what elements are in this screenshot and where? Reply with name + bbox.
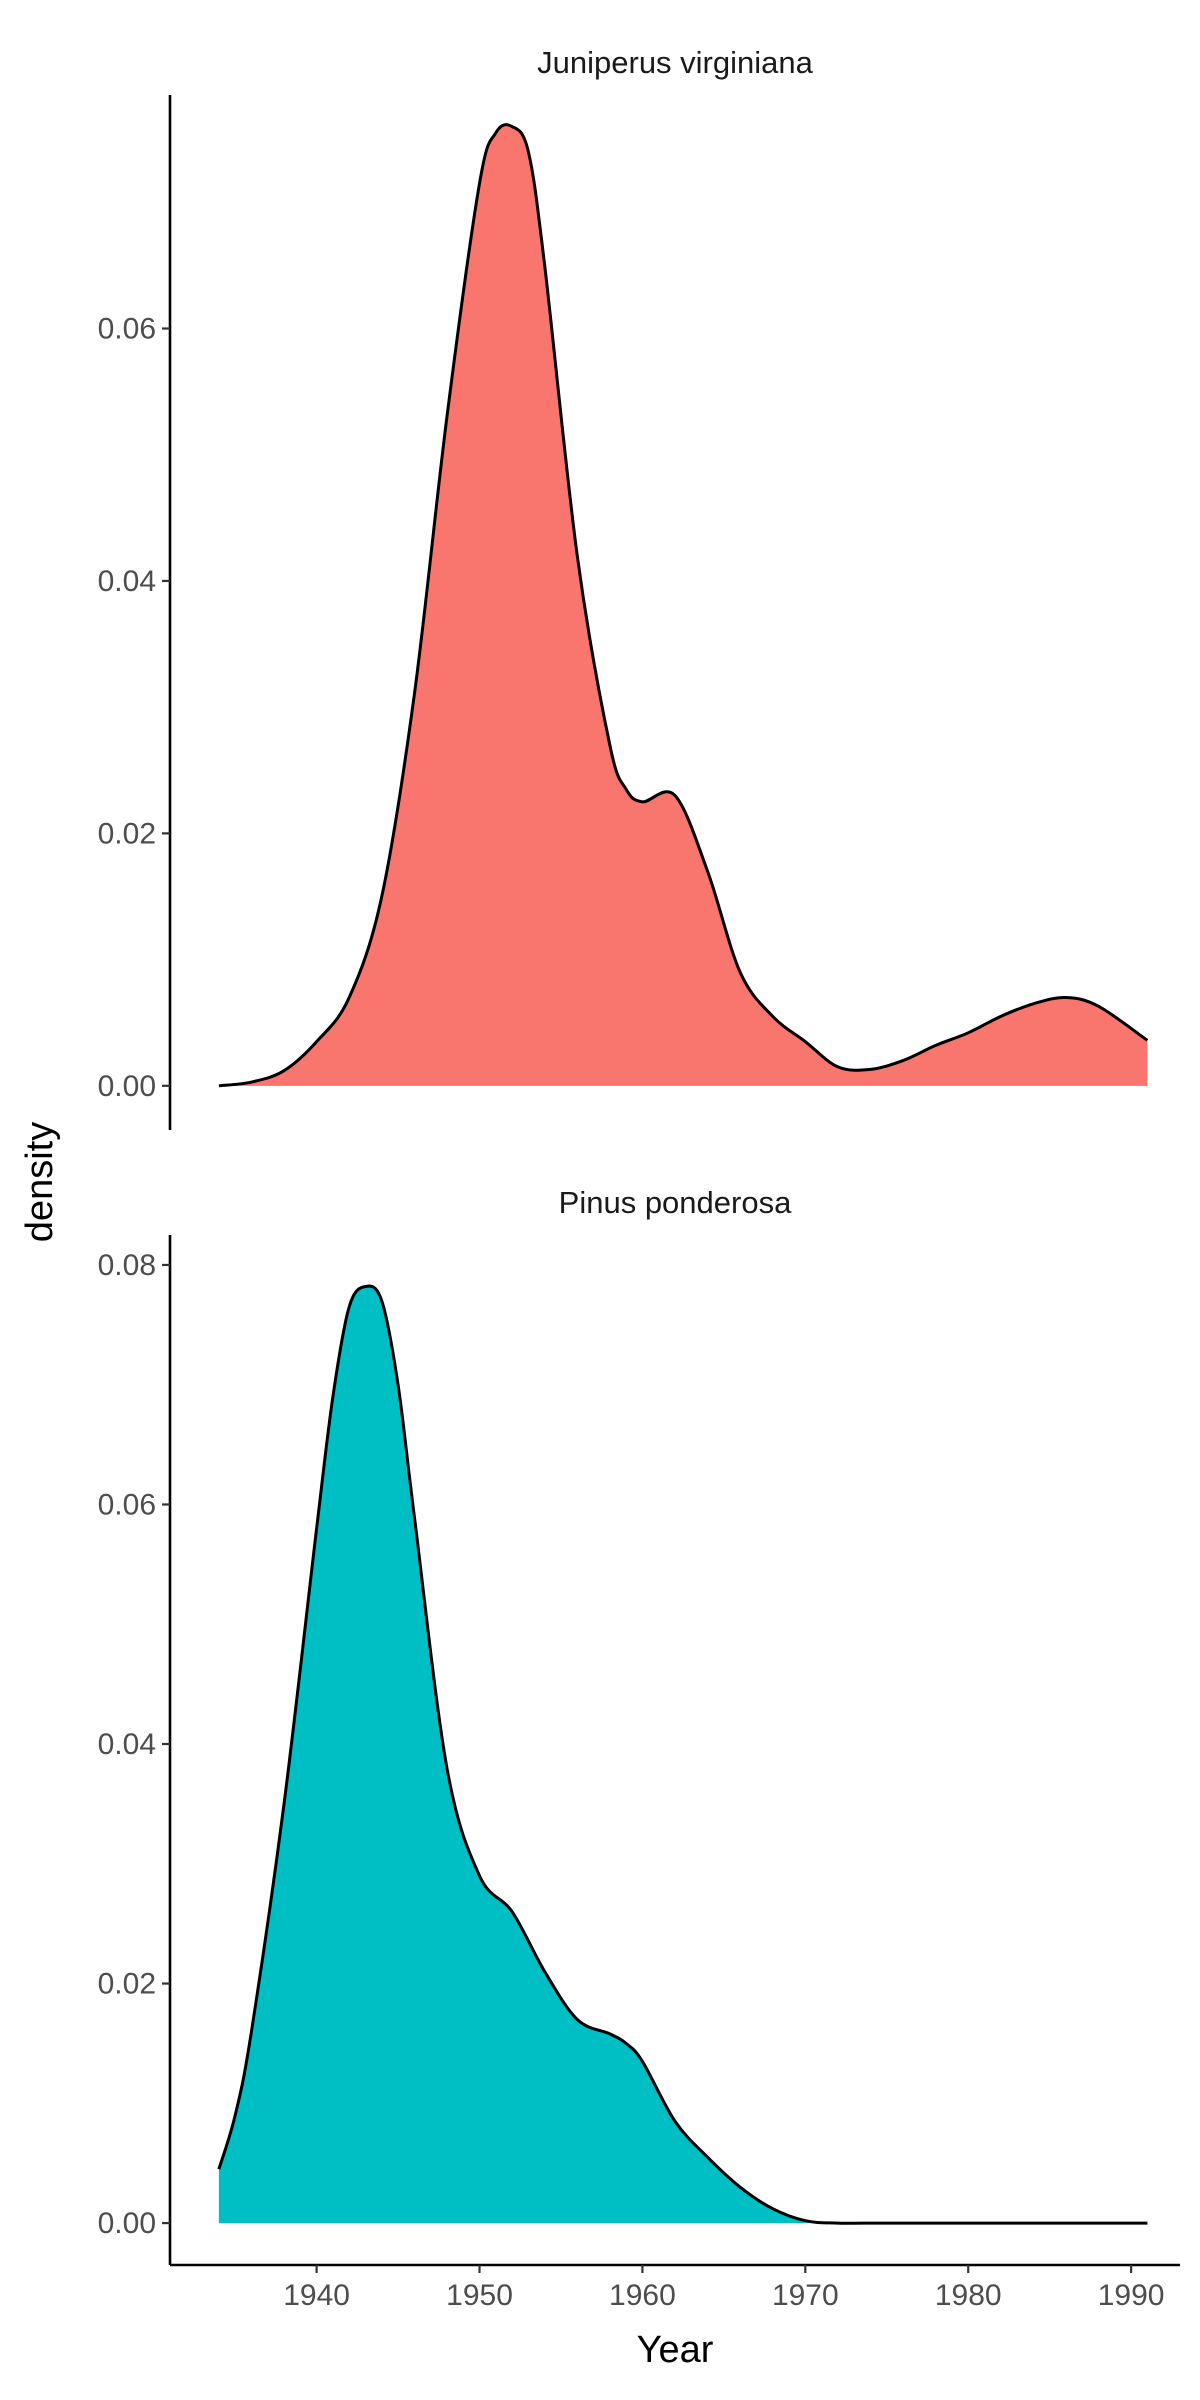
y-axis-title: density bbox=[19, 1122, 61, 1242]
y-tick-label: 0.02 bbox=[98, 1968, 156, 2001]
x-axis-title: Year bbox=[637, 2329, 714, 2371]
x-tick-label: 1980 bbox=[935, 2279, 1002, 2312]
y-tick-label: 0.02 bbox=[98, 817, 156, 850]
y-tick-label: 0.06 bbox=[98, 1488, 156, 1521]
y-tick-label: 0.06 bbox=[98, 313, 156, 346]
x-tick-label: 1940 bbox=[283, 2279, 350, 2312]
facet-panel-juniperus: Juniperus virginiana 0.00 0.02 0.04 0.06 bbox=[98, 45, 1149, 1130]
density-area bbox=[218, 124, 1148, 1086]
y-tick-label: 0.00 bbox=[98, 2207, 156, 2240]
facet-strip-label: Juniperus virginiana bbox=[537, 45, 813, 80]
x-tick-label: 1990 bbox=[1098, 2279, 1165, 2312]
density-outline bbox=[218, 123, 1149, 1088]
y-tick-label: 0.00 bbox=[98, 1070, 156, 1103]
y-tick-label: 0.04 bbox=[98, 1728, 156, 1761]
y-tick-label: 0.04 bbox=[98, 565, 156, 598]
density-area bbox=[218, 1286, 1148, 2224]
y-tick-label: 0.08 bbox=[98, 1249, 156, 1282]
density-outline bbox=[217, 1284, 1148, 2225]
facet-strip-label: Pinus ponderosa bbox=[559, 1185, 792, 1220]
x-tick-label: 1970 bbox=[772, 2279, 839, 2312]
x-tick-label: 1960 bbox=[609, 2279, 676, 2312]
x-tick-label: 1950 bbox=[446, 2279, 513, 2312]
x-axis: 1940 1950 1960 1970 1980 1990 bbox=[170, 2263, 1180, 2312]
facet-panel-pinus: Pinus ponderosa 0.00 0.02 0.04 0.06 0.08 bbox=[98, 1185, 1148, 2265]
